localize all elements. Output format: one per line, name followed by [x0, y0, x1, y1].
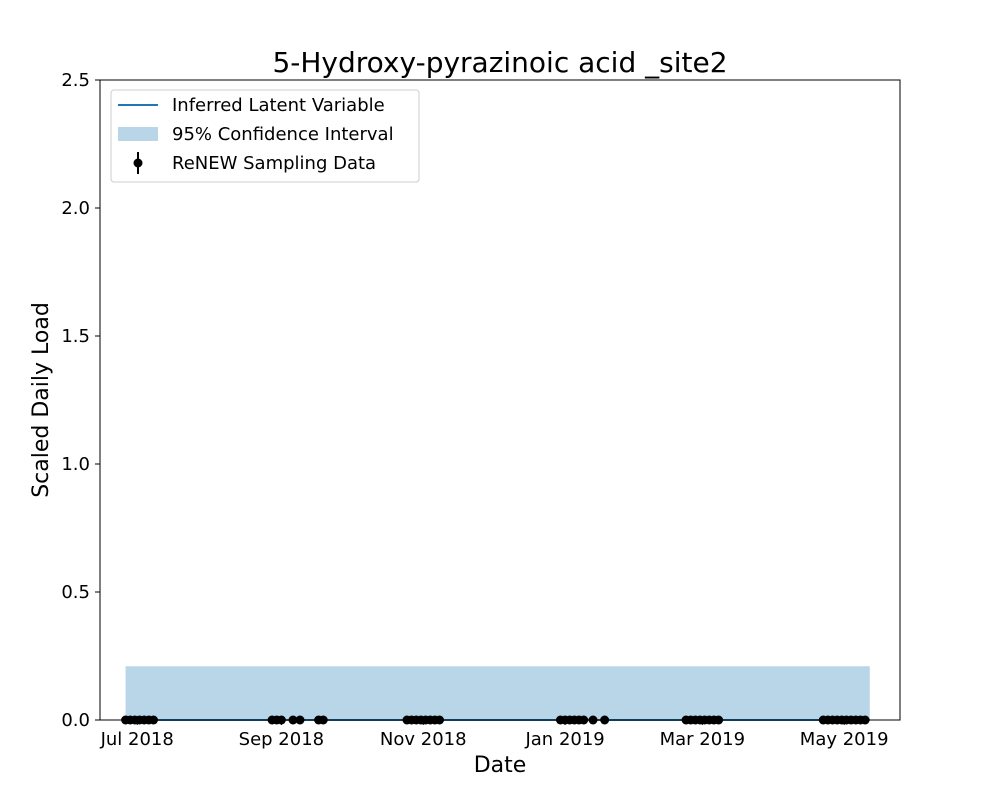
y-axis-label: Scaled Daily Load — [29, 302, 54, 498]
legend-marker-swatch — [133, 158, 143, 168]
x-tick-label: Mar 2019 — [660, 729, 746, 750]
x-tick-label: Jul 2018 — [100, 729, 174, 750]
x-tick-label: Sep 2018 — [239, 729, 324, 750]
x-tick-label: Jan 2019 — [524, 729, 604, 750]
x-axis-label: Date — [474, 753, 527, 778]
y-tick-label: 1.0 — [61, 454, 90, 475]
legend-band-swatch — [118, 127, 158, 141]
legend: Inferred Latent Variable 95% Confidence … — [110, 89, 420, 183]
plot-area — [121, 666, 870, 725]
y-tick-label: 0.0 — [61, 710, 90, 731]
confidence-band — [125, 666, 870, 720]
plot-frame — [99, 79, 901, 721]
y-tick-label: 0.5 — [61, 582, 90, 603]
legend-label-ci: 95% Confidence Interval — [172, 124, 394, 145]
legend-label-latent: Inferred Latent Variable — [172, 95, 385, 116]
x-axis: Jul 2018 Sep 2018 Nov 2018 Jan 2019 Mar 2019… — [100, 720, 889, 750]
legend-label-data: ReNEW Sampling Data — [172, 153, 376, 174]
y-tick-label: 2.5 — [61, 70, 90, 91]
y-tick-label: 2.0 — [61, 198, 90, 219]
legend-box — [110, 89, 420, 183]
y-axis: 0.0 0.5 1.0 1.5 2.0 2.5 — [61, 70, 100, 731]
y-tick-label: 1.5 — [61, 326, 90, 347]
chart-title: 5-Hydroxy-pyrazinoic acid _site2 — [272, 46, 727, 79]
x-tick-label: May 2019 — [800, 729, 889, 750]
x-tick-label: Nov 2018 — [380, 729, 467, 750]
